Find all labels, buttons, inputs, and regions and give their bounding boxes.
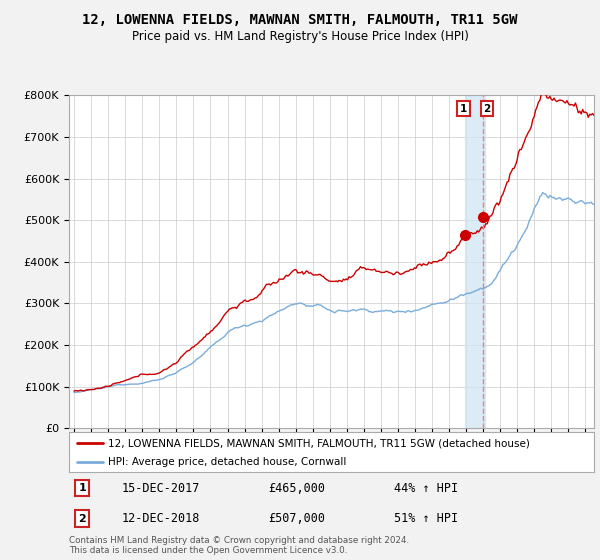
Text: Price paid vs. HM Land Registry's House Price Index (HPI): Price paid vs. HM Land Registry's House … (131, 30, 469, 43)
Text: HPI: Average price, detached house, Cornwall: HPI: Average price, detached house, Corn… (109, 457, 347, 466)
Text: £507,000: £507,000 (269, 512, 325, 525)
Text: 12, LOWENNA FIELDS, MAWNAN SMITH, FALMOUTH, TR11 5GW: 12, LOWENNA FIELDS, MAWNAN SMITH, FALMOU… (82, 13, 518, 27)
Bar (465, 95, 485, 428)
Text: 12-DEC-2018: 12-DEC-2018 (121, 512, 200, 525)
Text: 1: 1 (460, 104, 467, 114)
Text: 15-DEC-2017: 15-DEC-2017 (121, 482, 200, 494)
Text: £465,000: £465,000 (269, 482, 325, 494)
Text: 44% ↑ HPI: 44% ↑ HPI (395, 482, 458, 494)
Text: Contains HM Land Registry data © Crown copyright and database right 2024.
This d: Contains HM Land Registry data © Crown c… (69, 536, 409, 556)
Text: 2: 2 (78, 514, 86, 524)
Text: 12, LOWENNA FIELDS, MAWNAN SMITH, FALMOUTH, TR11 5GW (detached house): 12, LOWENNA FIELDS, MAWNAN SMITH, FALMOU… (109, 438, 530, 449)
Text: 51% ↑ HPI: 51% ↑ HPI (395, 512, 458, 525)
Text: 2: 2 (484, 104, 491, 114)
Text: 1: 1 (78, 483, 86, 493)
